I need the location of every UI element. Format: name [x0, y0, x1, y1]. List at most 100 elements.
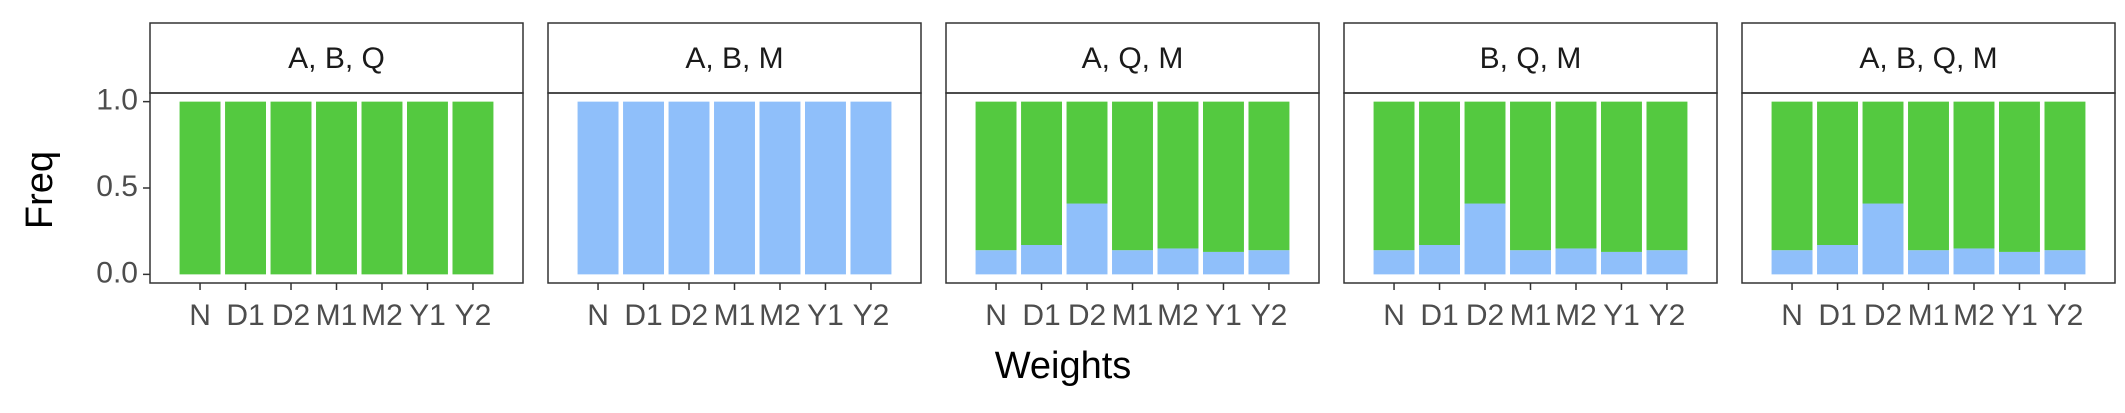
bar-segment: [1464, 101, 1506, 204]
panel-border: [1343, 92, 1718, 284]
bar-segment: [1203, 251, 1244, 275]
bar-segment: [805, 101, 846, 275]
x-tick-label: D1: [624, 299, 662, 332]
bar-segment: [1953, 248, 1995, 275]
bar-segment: [668, 101, 710, 275]
bar-segment: [270, 101, 312, 275]
strip: [149, 22, 524, 94]
facet-title: A, B, Q, M: [1859, 42, 1997, 75]
x-axis-title: Weights: [995, 345, 1132, 387]
bar-segment: [1157, 101, 1199, 249]
bar-segment: [1555, 248, 1597, 275]
x-tick-label: Y1: [1205, 299, 1242, 332]
bar-segment: [1248, 250, 1290, 275]
x-tick-label: Y2: [2047, 299, 2084, 332]
x-tick-label: D1: [1420, 299, 1458, 332]
bar-segment: [1066, 101, 1108, 204]
x-tick-label: D2: [1068, 299, 1106, 332]
x-tick-label: Y2: [1251, 299, 1288, 332]
panel-border: [1741, 92, 2116, 284]
x-tick-label: M2: [361, 299, 403, 332]
y-tick-label: 0.5: [96, 170, 138, 203]
strip: [945, 22, 1320, 94]
bar-segment: [1021, 245, 1062, 275]
bar-segment: [1373, 250, 1415, 275]
facet-title: A, B, Q: [288, 42, 385, 75]
x-tick-label: D2: [272, 299, 310, 332]
bar-segment: [1999, 101, 2040, 252]
y-tick-label: 0.0: [96, 256, 138, 289]
x-tick-label: D2: [670, 299, 708, 332]
bar-segment: [1817, 245, 1858, 275]
bar-segment: [975, 250, 1017, 275]
bar-segment: [577, 101, 619, 275]
facet-title: A, B, M: [685, 42, 783, 75]
x-tick-label: D1: [1022, 299, 1060, 332]
x-tick-label: Y1: [409, 299, 446, 332]
x-tick-label: D1: [226, 299, 264, 332]
bar-segment: [1601, 101, 1642, 252]
bar-segment: [1817, 101, 1858, 246]
bar-segment: [1862, 203, 1904, 275]
x-tick-label: Y2: [853, 299, 890, 332]
x-tick-label: N: [985, 299, 1007, 332]
x-tick-label: N: [587, 299, 609, 332]
bar-segment: [1066, 203, 1108, 275]
bar-segment: [1510, 250, 1551, 275]
bar-segment: [179, 101, 221, 275]
bar-segment: [1419, 245, 1460, 275]
x-tick-label: N: [1383, 299, 1405, 332]
x-tick-label: N: [1781, 299, 1803, 332]
strip: [1741, 22, 2116, 94]
bar-segment: [1999, 251, 2040, 275]
facet-title: A, Q, M: [1082, 42, 1184, 75]
x-tick-label: M1: [1510, 299, 1552, 332]
x-tick-label: Y1: [1603, 299, 1640, 332]
bar-segment: [714, 101, 755, 275]
bar-segment: [361, 101, 403, 275]
bar-segment: [1601, 251, 1642, 275]
bar-segment: [1908, 250, 1949, 275]
bar-segment: [759, 101, 801, 275]
bar-segment: [1373, 101, 1415, 251]
bar-segment: [1510, 101, 1551, 251]
facet-title: B, Q, M: [1480, 42, 1582, 75]
x-tick-label: M2: [1157, 299, 1199, 332]
x-tick-label: M1: [714, 299, 756, 332]
x-tick-label: M1: [316, 299, 358, 332]
bar-segment: [1248, 101, 1290, 251]
bar-segment: [1021, 101, 1062, 246]
bar-segment: [850, 101, 892, 275]
x-tick-label: M2: [759, 299, 801, 332]
bar-segment: [1953, 101, 1995, 249]
bar-segment: [316, 101, 357, 275]
bar-segment: [1771, 250, 1813, 275]
bar-segment: [1771, 101, 1813, 251]
bar-segment: [1646, 101, 1688, 251]
bar-segment: [1555, 101, 1597, 249]
bar-segment: [1646, 250, 1688, 275]
bar-segment: [1112, 101, 1153, 251]
bar-segment: [1203, 101, 1244, 252]
bar-segment: [2044, 101, 2086, 251]
bar-segment: [2044, 250, 2086, 275]
bar-segment: [452, 101, 494, 275]
bar-segment: [1464, 203, 1506, 275]
strip: [1343, 22, 1718, 94]
bar-segment: [1862, 101, 1904, 204]
bar-segment: [1908, 101, 1949, 251]
bar-segment: [1157, 248, 1199, 275]
bar-segment: [623, 101, 664, 275]
bar-segment: [975, 101, 1017, 251]
bar-segment: [1112, 250, 1153, 275]
x-tick-label: Y1: [807, 299, 844, 332]
bar-segment: [407, 101, 448, 275]
x-tick-label: Y2: [1649, 299, 1686, 332]
x-tick-label: M1: [1112, 299, 1154, 332]
bar-segment: [225, 101, 266, 275]
x-tick-label: D2: [1864, 299, 1902, 332]
x-tick-label: M2: [1953, 299, 1995, 332]
y-tick-label: 1.0: [96, 84, 138, 117]
x-tick-label: N: [189, 299, 211, 332]
